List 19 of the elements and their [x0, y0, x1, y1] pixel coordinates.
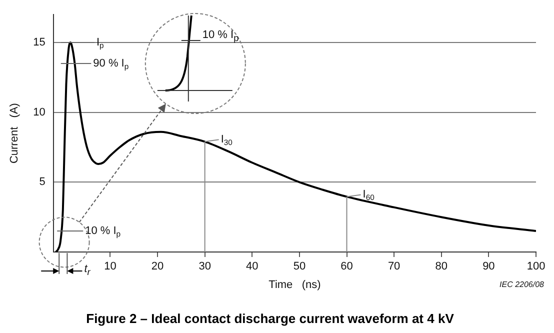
text: IEC 2206/08 — [500, 280, 544, 289]
x-axis-title: Time (ns) — [268, 278, 321, 291]
x-tick-label: 10 — [104, 260, 116, 273]
y-tick-label: 15 — [33, 36, 46, 49]
x-tick-label: 80 — [435, 260, 448, 273]
x-tick-label: 40 — [246, 260, 258, 273]
annotation: 10 % I$_{p}$ — [202, 28, 239, 43]
y-axis-title: Current (A) — [8, 103, 21, 164]
x-tick-label: 60 — [340, 260, 353, 273]
text: Figure 2 – Ideal contact discharge current waveform at 4 kV — [86, 310, 454, 326]
x-tick-label: 20 — [151, 260, 164, 273]
x-tick-label: 70 — [388, 260, 400, 273]
text: t$_{r}$ — [84, 263, 90, 278]
x-tick-label: 50 — [293, 260, 306, 273]
x-tick-label: 30 — [198, 260, 211, 273]
x-tick-label: 100 — [526, 260, 546, 273]
x-tick-label: 90 — [482, 260, 495, 273]
y-tick-label: 5 — [39, 176, 46, 188]
y-tick-label: 10 — [33, 106, 46, 118]
